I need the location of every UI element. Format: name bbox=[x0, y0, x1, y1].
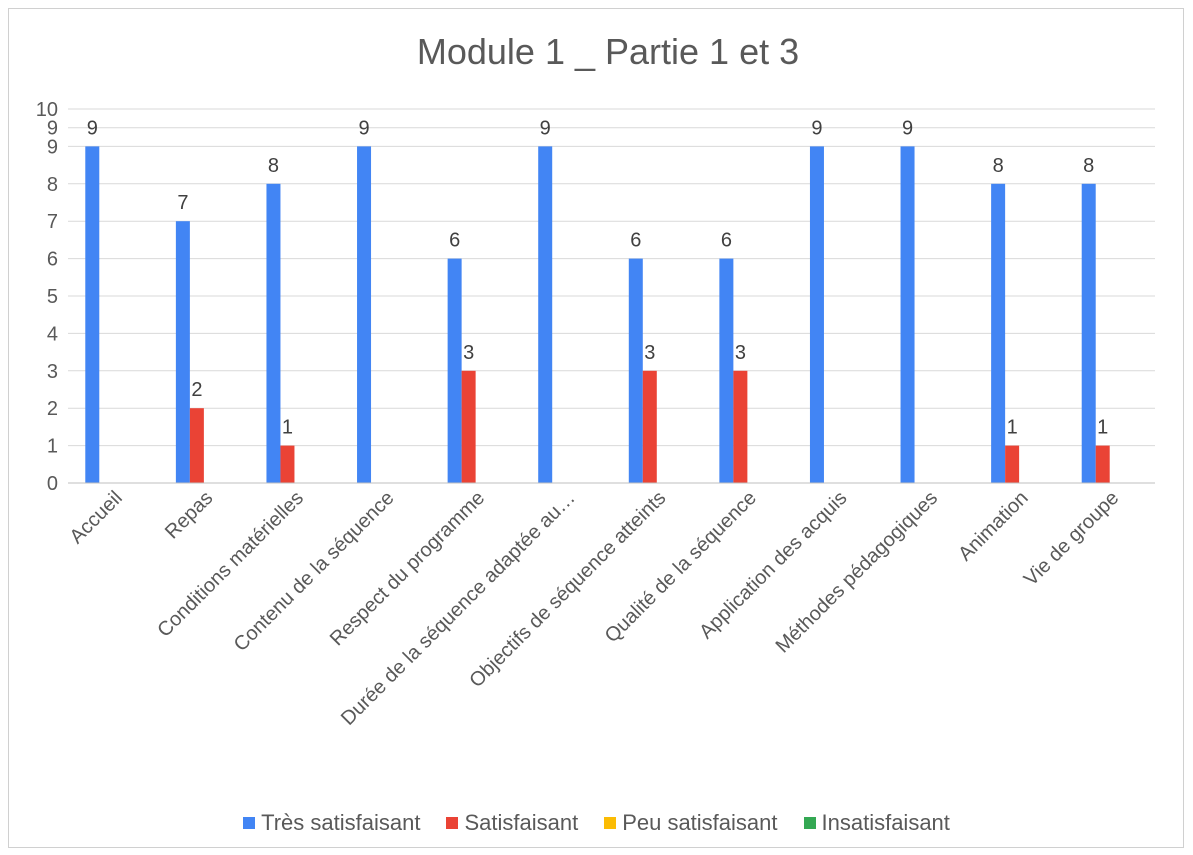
bar-tres-satisfaisant bbox=[266, 183, 281, 484]
x-tick-label: Qualité de la séquence bbox=[601, 487, 761, 647]
legend-swatch bbox=[604, 817, 617, 829]
y-tick-label: 10 bbox=[36, 99, 58, 121]
x-tick-label: Vie de groupe bbox=[1020, 487, 1123, 590]
x-tick-label: Repas bbox=[161, 487, 217, 543]
chart-legend: Très satisfaisant Satisfaisant Peu satisfa… bbox=[0, 810, 1193, 836]
legend-swatch bbox=[446, 817, 459, 829]
legend-label: Peu satisfaisant bbox=[622, 810, 778, 835]
bar-satisfaisant bbox=[733, 370, 748, 483]
bar-tres-satisfaisant bbox=[719, 258, 734, 483]
data-label: 2 bbox=[191, 379, 202, 401]
x-tick-label: Méthodes pédagogiques bbox=[772, 487, 942, 657]
bar-tres-satisfaisant bbox=[900, 146, 915, 483]
bar-tres-satisfaisant bbox=[991, 183, 1006, 484]
legend-item: Très satisfaisant bbox=[243, 810, 420, 836]
data-label: 3 bbox=[735, 342, 746, 364]
data-label: 9 bbox=[902, 117, 913, 139]
bar-satisfaisant bbox=[280, 445, 295, 483]
bar-tres-satisfaisant bbox=[357, 146, 372, 483]
data-label: 1 bbox=[1007, 417, 1018, 439]
y-tick-label: 4 bbox=[47, 323, 58, 345]
bar-satisfaisant bbox=[1095, 445, 1110, 483]
bar-tres-satisfaisant bbox=[175, 221, 190, 483]
chart-title: Module 1 _ Partie 1 et 3 bbox=[417, 31, 799, 72]
legend-label: Insatisfaisant bbox=[821, 810, 950, 835]
y-tick-label: 0 bbox=[47, 473, 58, 495]
y-tick-label: 8 bbox=[47, 174, 58, 196]
data-label: 9 bbox=[358, 117, 369, 139]
data-label: 1 bbox=[282, 417, 293, 439]
y-tick-label: 2 bbox=[47, 398, 58, 420]
data-label: 9 bbox=[540, 117, 551, 139]
data-label: 9 bbox=[87, 117, 98, 139]
y-tick-label: 7 bbox=[47, 211, 58, 233]
data-label: 3 bbox=[644, 342, 655, 364]
data-label: 6 bbox=[630, 230, 641, 252]
data-label: 3 bbox=[463, 342, 474, 364]
bar-satisfaisant bbox=[461, 370, 476, 483]
bar-tres-satisfaisant bbox=[85, 146, 100, 483]
y-tick-label: 9 bbox=[47, 136, 58, 158]
x-tick-label: Respect du programme bbox=[326, 487, 489, 650]
x-tick-label: Animation bbox=[954, 487, 1032, 565]
x-tick-label: Objectifs de séquence atteints bbox=[465, 487, 670, 692]
bar-tres-satisfaisant bbox=[809, 146, 824, 483]
y-tick-label: 5 bbox=[47, 286, 58, 308]
y-tick-label: 1 bbox=[47, 436, 58, 458]
x-tick-label: Contenu de la séquence bbox=[230, 487, 399, 656]
legend-item: Insatisfaisant bbox=[803, 810, 950, 836]
legend-item: Peu satisfaisant bbox=[604, 810, 778, 836]
legend-label: Très satisfaisant bbox=[261, 810, 421, 835]
data-label: 9 bbox=[811, 117, 822, 139]
data-label: 7 bbox=[177, 192, 188, 214]
y-tick-label: 3 bbox=[47, 361, 58, 383]
bar-satisfaisant bbox=[642, 370, 657, 483]
legend-item: Satisfaisant bbox=[446, 810, 578, 836]
x-tick-label: Conditions matérielles bbox=[153, 487, 308, 642]
bar-tres-satisfaisant bbox=[447, 258, 462, 483]
data-label: 6 bbox=[449, 230, 460, 252]
legend-swatch bbox=[243, 817, 256, 829]
y-tick-label: 6 bbox=[47, 249, 58, 271]
chart-frame bbox=[8, 8, 1184, 848]
data-label: 1 bbox=[1097, 417, 1108, 439]
data-label: 8 bbox=[268, 155, 279, 177]
bar-tres-satisfaisant bbox=[538, 146, 553, 483]
data-label: 8 bbox=[993, 155, 1004, 177]
bar-tres-satisfaisant bbox=[1081, 183, 1096, 484]
legend-label: Satisfaisant bbox=[464, 810, 579, 835]
legend-swatch bbox=[803, 817, 816, 829]
data-label: 8 bbox=[1083, 155, 1094, 177]
x-tick-label: Accueil bbox=[66, 487, 127, 548]
y-tick-label: 9 bbox=[47, 118, 58, 140]
bar-satisfaisant bbox=[189, 408, 204, 483]
bar-tres-satisfaisant bbox=[628, 258, 643, 483]
x-tick-label: Application des acquis bbox=[695, 487, 851, 643]
bar-satisfaisant bbox=[1005, 445, 1020, 483]
data-label: 6 bbox=[721, 230, 732, 252]
